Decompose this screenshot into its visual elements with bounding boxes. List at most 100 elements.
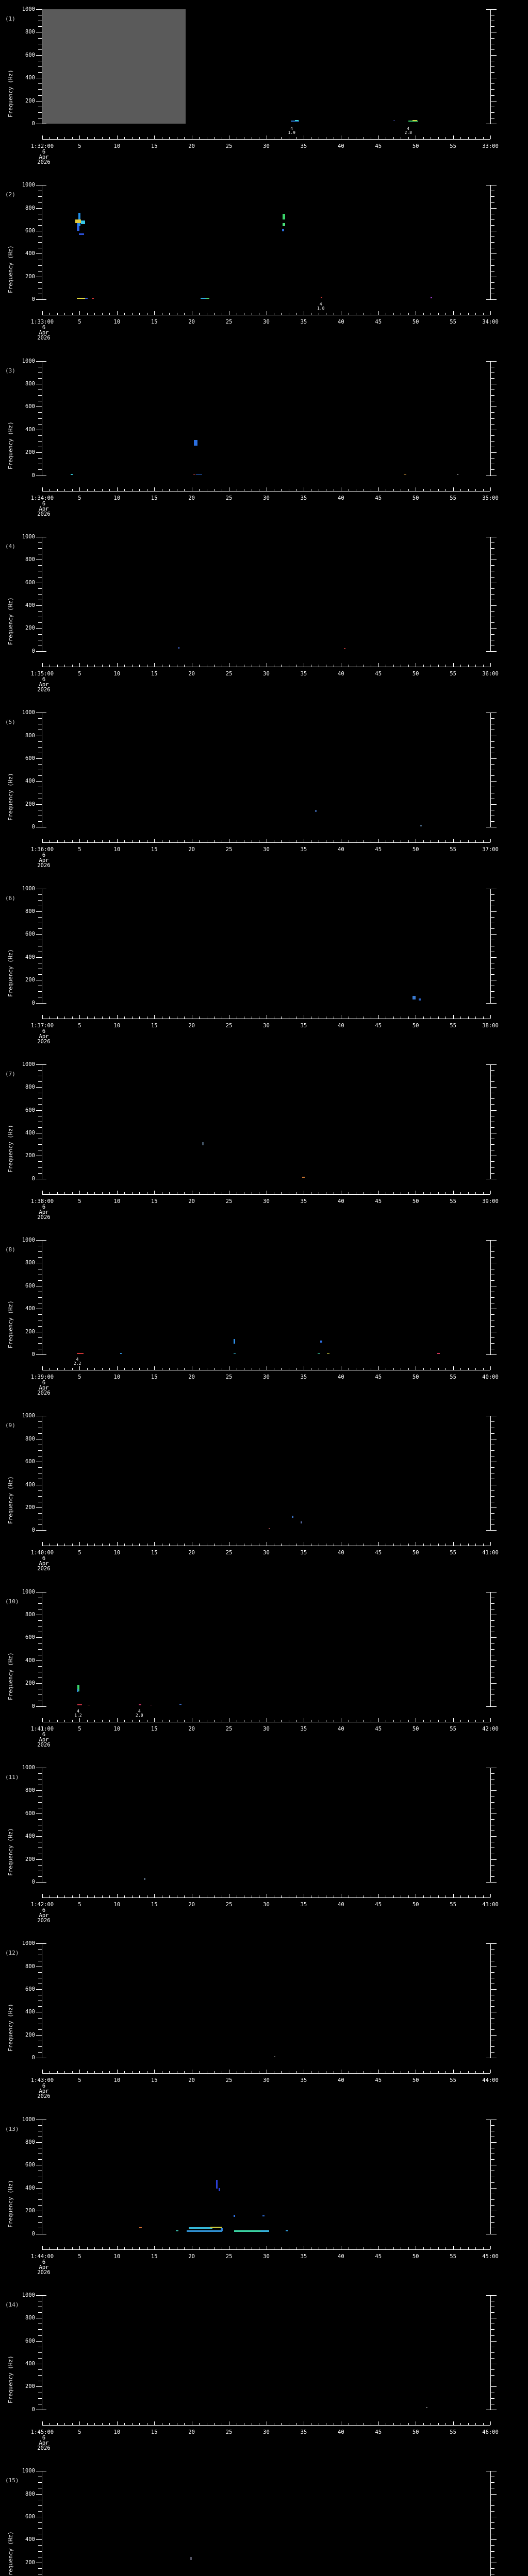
detection-trace: [302, 1177, 305, 1178]
x-tick-minor: [64, 1719, 65, 1722]
axis-cap: [486, 1943, 491, 1944]
x-tick-minor: [408, 664, 409, 667]
x-tick-major: [42, 1542, 43, 1546]
y-tick-label: 400: [25, 2536, 35, 2543]
x-tick-minor: [102, 313, 103, 315]
y-tick-minor-right: [491, 83, 494, 84]
y-tick-minor-right: [491, 49, 494, 50]
spectrogram-panel: (2) Frequency (Hz) 0 200 400 600 800 1000 4 1.8 1:…: [0, 176, 528, 351]
detection-trace: [221, 2228, 223, 2231]
x-tick-minor: [57, 1544, 58, 1546]
x-axis-line: [42, 842, 490, 843]
y-tick-minor-right: [491, 1620, 494, 1621]
y-tick-major: [36, 2494, 42, 2495]
y-tick-minor: [38, 917, 42, 918]
x-axis-line: [42, 2425, 490, 2426]
x-tick-label: 40: [338, 2077, 344, 2084]
y-tick-minor-right: [491, 1643, 494, 1644]
x-tick-minor: [184, 1368, 185, 1370]
x-tick-label: 40: [338, 1198, 344, 1205]
detection-trace: [321, 297, 323, 298]
y-tick-label: 200: [25, 1153, 35, 1159]
panel-index-label: (3): [5, 367, 15, 374]
spectrogram-panel: (5) Frequency (Hz) 0 200 400 600 800 1000 1:36:0…: [0, 703, 528, 879]
y-axis-right: [490, 2471, 491, 2576]
y-tick-label: 600: [25, 579, 35, 586]
y-tick-major: [36, 1706, 42, 1707]
callout-line-1: 4: [319, 302, 322, 307]
x-axis-start-label: 1:38:00: [30, 1198, 54, 1205]
y-tick-minor-right: [491, 718, 494, 719]
x-tick-minor: [72, 664, 73, 667]
y-tick-minor-right: [491, 1865, 494, 1866]
x-tick-label: 5: [78, 1374, 81, 1381]
callout-line-2: 1.2: [74, 1713, 82, 1718]
date-line: 2026: [37, 159, 51, 165]
x-tick-minor: [393, 1016, 394, 1019]
panel-index-label: (5): [5, 719, 15, 726]
panel-index-label: (8): [5, 1246, 15, 1253]
x-tick-minor: [468, 137, 469, 139]
detection-trace: [76, 298, 87, 299]
y-tick-label: 800: [25, 2315, 35, 2321]
x-tick-minor: [460, 1895, 461, 1897]
x-tick-minor: [57, 1368, 58, 1370]
y-tick-label: 400: [25, 1129, 35, 1136]
y-tick-minor: [38, 594, 42, 595]
x-tick-label: 35: [300, 1198, 307, 1205]
x-tick-minor: [169, 2422, 170, 2425]
x-tick-minor: [468, 2422, 469, 2425]
axis-cap: [486, 651, 491, 652]
x-tick-label: 50: [412, 1725, 419, 1732]
plot-data-area: [42, 2120, 490, 2234]
x-tick-label: 25: [225, 846, 233, 853]
date-line: Apr: [39, 1736, 49, 1743]
detection-trace: [282, 228, 284, 232]
y-tick-label: 800: [25, 380, 35, 387]
detection-trace: [194, 439, 197, 446]
x-axis-start-label: 1:37:00: [30, 1022, 54, 1029]
y-tick-minor-right: [491, 423, 494, 425]
date-line: 6: [42, 852, 46, 859]
y-tick-label: 400: [25, 954, 35, 960]
x-tick-minor: [199, 2071, 200, 2074]
y-tick-minor: [38, 458, 42, 459]
y-tick-major: [36, 2386, 42, 2387]
x-tick-label: 30: [263, 143, 270, 149]
plot-data-area: [42, 2295, 490, 2410]
y-tick-minor: [38, 1297, 42, 1298]
y-tick-minor-right: [491, 1467, 494, 1468]
y-tick-major-right: [491, 1660, 497, 1661]
x-tick-minor: [124, 1192, 125, 1194]
x-tick-label: 55: [450, 1198, 456, 1205]
y-tick-label: 0: [31, 1527, 35, 1534]
x-tick-minor: [87, 1895, 88, 1897]
y-tick-label: 400: [25, 2184, 35, 2191]
x-tick-minor: [184, 1895, 185, 1897]
x-tick-label: 30: [263, 670, 270, 677]
x-tick-minor: [393, 2422, 394, 2425]
y-tick-major: [36, 2142, 42, 2143]
x-tick-minor: [169, 1192, 170, 1194]
y-tick-major-right: [491, 55, 497, 56]
y-tick-minor: [38, 2358, 42, 2359]
x-tick-major: [117, 1894, 118, 1897]
x-tick-minor: [109, 137, 110, 139]
x-tick-major: [378, 1190, 379, 1194]
y-tick-minor-right: [491, 72, 494, 73]
x-tick-minor: [393, 1719, 394, 1722]
x-tick-major: [42, 2421, 43, 2425]
x-tick-label: 10: [113, 670, 121, 677]
x-tick-label: 40: [338, 1725, 344, 1732]
x-tick-minor: [408, 1895, 409, 1897]
y-tick-label: 200: [25, 625, 35, 632]
x-axis-end-label: 45:00: [482, 2253, 499, 2260]
x-tick-minor: [131, 1544, 133, 1546]
y-tick-minor: [38, 1666, 42, 1667]
x-tick-label: 30: [263, 1725, 270, 1732]
detection-trace: [320, 1341, 323, 1343]
x-tick-minor: [438, 2247, 439, 2249]
x-tick-label: 5: [78, 1198, 81, 1205]
x-tick-minor: [131, 1895, 133, 1897]
x-tick-major: [154, 1190, 155, 1194]
